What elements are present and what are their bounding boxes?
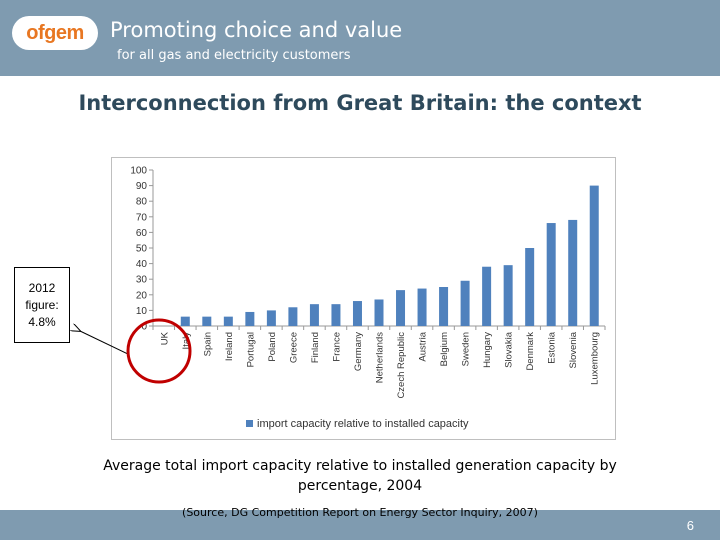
chart-caption: Average total import capacity relative t…: [103, 458, 617, 494]
bar: [396, 290, 406, 326]
y-tick-label: 20: [136, 290, 148, 301]
bar: [309, 304, 319, 326]
highlight-circle: [126, 318, 192, 384]
category-label: Belgium: [439, 332, 450, 366]
callout-arrow: [80, 331, 129, 355]
header-bar: ofgem Promoting choice and value for all…: [0, 0, 720, 76]
category-label: Czech Republic: [396, 332, 407, 399]
category-label: Denmark: [525, 332, 536, 371]
category-label: Ireland: [224, 332, 235, 361]
category-label: Spain: [202, 332, 213, 356]
tagline-sub: for all gas and electricity customers: [117, 48, 351, 63]
y-tick-label: 50: [136, 244, 148, 255]
bar: [525, 248, 535, 326]
category-label: Germany: [353, 332, 364, 371]
category-label: Austria: [418, 331, 429, 361]
callout-line-3: 4.8%: [28, 314, 56, 329]
bar: [589, 185, 599, 326]
y-tick-label: 80: [136, 197, 148, 208]
category-label: Sweden: [461, 332, 472, 366]
y-tick-label: 0: [141, 322, 147, 333]
bar: [223, 316, 233, 326]
logo-text: ofgem: [26, 21, 84, 44]
category-label: Luxembourg: [590, 332, 601, 385]
y-tick-label: 100: [130, 166, 147, 177]
bar-chart: 0 10 20 30 40 50 60 70 80 90 100 UK Italy Spain Irelan…: [130, 166, 606, 430]
bar: [288, 307, 298, 326]
bar: [245, 311, 255, 326]
bar: [439, 287, 449, 326]
legend-swatch: [246, 420, 253, 427]
y-tick-label: 70: [136, 212, 148, 223]
category-label: UK: [159, 331, 170, 345]
bar: [460, 280, 470, 326]
category-label: Slovenia: [568, 331, 579, 368]
y-tick-label: 90: [136, 181, 148, 192]
chart-frame: 0 10 20 30 40 50 60 70 80 90 100 UK Italy Spain Irelan…: [111, 157, 616, 440]
category-label: Greece: [288, 332, 299, 363]
callout-line-2: figure:: [25, 297, 59, 312]
y-tick-label: 40: [136, 259, 148, 270]
bar: [482, 266, 492, 326]
category-label: France: [331, 332, 342, 362]
page-number: 6: [686, 518, 694, 533]
footer-bar: [0, 510, 720, 540]
tagline-main: Promoting choice and value: [110, 18, 403, 42]
category-label: Portugal: [245, 332, 256, 367]
bar: [352, 301, 362, 326]
bar: [266, 310, 276, 326]
category-label: Netherlands: [375, 332, 386, 383]
bar: [568, 219, 578, 326]
y-tick-label: 10: [136, 306, 148, 317]
source-note: (Source, DG Competition Report on Energy…: [182, 506, 538, 519]
ofgem-logo: ofgem: [12, 16, 98, 50]
y-tick-label: 60: [136, 228, 148, 239]
category-label: Finland: [310, 332, 321, 363]
bar: [331, 304, 341, 326]
y-tick-label: 30: [136, 275, 148, 286]
bar: [180, 316, 190, 326]
bar: [374, 299, 384, 326]
bar: [417, 288, 427, 326]
callout-line-1: 2012: [28, 280, 56, 295]
category-label: Poland: [267, 332, 278, 362]
slide-title: Interconnection from Great Britain: the …: [78, 91, 642, 115]
bar: [503, 265, 513, 326]
category-label: Estonia: [547, 331, 558, 363]
legend-label: import capacity relative to installed ca…: [257, 418, 469, 430]
callout-box: 2012 figure: 4.8%: [14, 267, 70, 343]
bar: [546, 223, 556, 326]
category-label: Slovakia: [504, 331, 515, 368]
category-label: Italy: [181, 332, 192, 350]
category-label: Hungary: [482, 332, 493, 368]
bar: [202, 316, 212, 326]
